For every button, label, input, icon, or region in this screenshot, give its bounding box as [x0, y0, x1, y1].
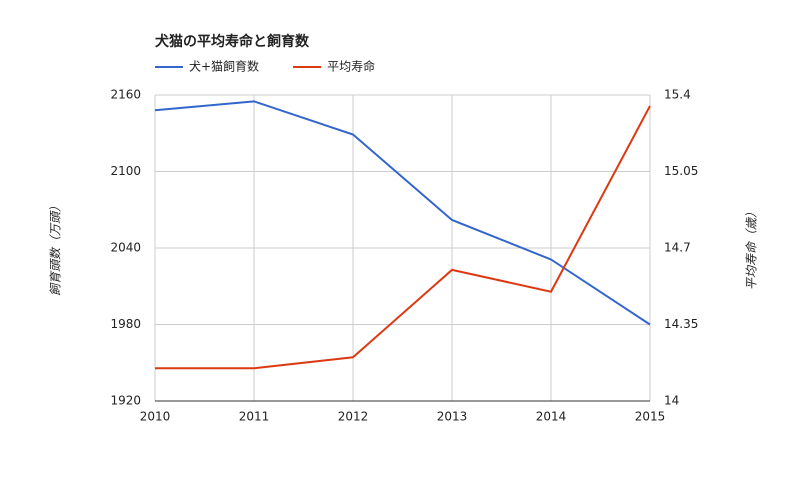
x-tick-label: 2012 [338, 410, 369, 424]
y2-tick-label: 14.35 [664, 317, 698, 331]
y2-tick-label: 15.05 [664, 164, 698, 178]
y2-tick-label: 14.7 [664, 241, 691, 255]
legend-label: 犬+猫飼育数 [189, 59, 259, 74]
legend-label: 平均寿命 [327, 59, 375, 74]
x-tick-label: 2013 [437, 410, 468, 424]
x-tick-label: 2010 [140, 410, 171, 424]
y-tick-label: 2100 [110, 164, 141, 178]
series-line [154, 100, 651, 326]
y2-tick-label: 15.4 [664, 88, 691, 102]
y2-tick-label: 14 [664, 394, 679, 408]
y-tick-label: 2160 [110, 88, 141, 102]
x-tick-label: 2015 [635, 410, 666, 424]
y-tick-label: 1980 [110, 317, 141, 331]
chart-title: 犬猫の平均寿命と飼育数 [155, 33, 310, 50]
y-tick-label: 1920 [110, 394, 141, 408]
y-tick-label: 2040 [110, 241, 141, 255]
y-axis-title: 飼育頭数（万頭） [49, 200, 63, 296]
y2-axis-title: 平均寿命（歳） [745, 206, 759, 290]
series-line [155, 105, 651, 370]
x-tick-label: 2014 [536, 410, 567, 424]
x-tick-label: 2011 [239, 410, 270, 424]
